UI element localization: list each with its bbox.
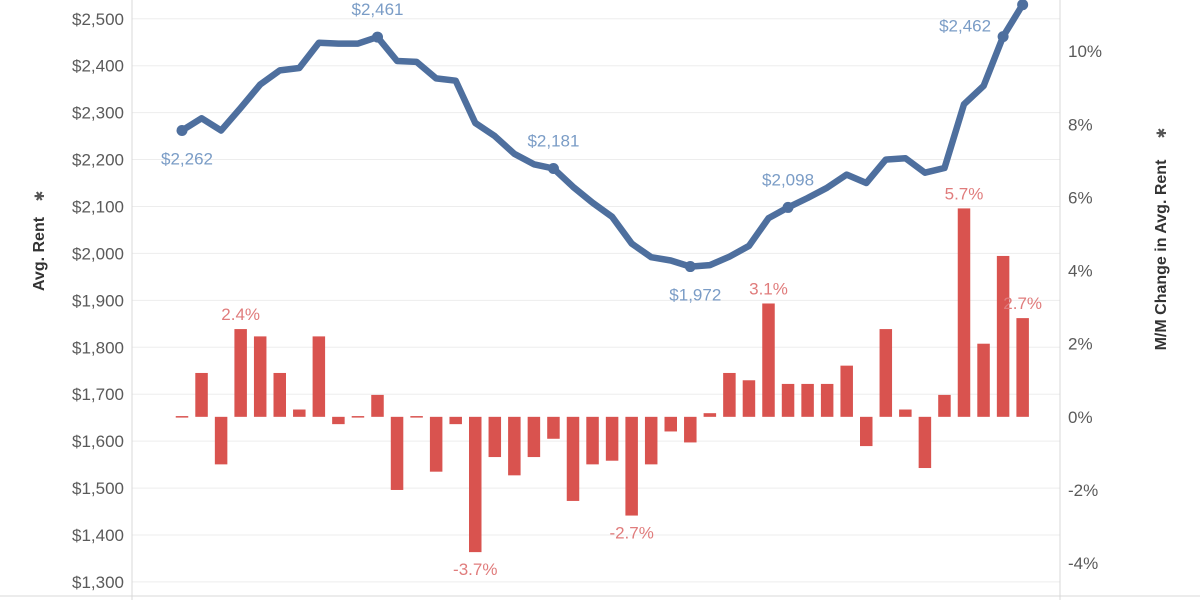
mm-change-bar [723, 372, 736, 417]
left-tick-label: $1,800 [72, 338, 124, 357]
mm-change-bar [684, 416, 697, 443]
avg-rent-point [997, 31, 1009, 43]
avg-rent-data-label: $2,181 [527, 131, 579, 150]
right-tick-label: 0% [1068, 408, 1093, 427]
mm-change-bars [175, 208, 1029, 553]
mm-change-data-label: 5.7% [945, 184, 984, 203]
mm-change-bar [586, 416, 599, 465]
mm-change-bar [957, 208, 971, 417]
left-tick-label: $1,700 [72, 385, 124, 404]
gridlines [132, 18, 1060, 583]
mm-change-bar [703, 413, 717, 417]
mm-change-bar [195, 372, 208, 417]
left-axis-ticks: $1,300 $1,400 $1,500 $1,600 $1,700 $1,800 $1,9… [72, 10, 124, 592]
mm-change-bar [566, 416, 580, 501]
filter-star-icon: ✱ [32, 190, 47, 201]
avg-rent-data-label: $2,098 [762, 170, 814, 189]
mm-change-bar [938, 394, 951, 417]
right-tick-label: 2% [1068, 335, 1093, 354]
left-tick-label: $1,500 [72, 479, 124, 498]
mm-change-bar [820, 383, 834, 417]
mm-change-bar [742, 380, 756, 417]
mm-change-bar [234, 329, 247, 417]
mm-change-bar [527, 416, 541, 458]
left-tick-label: $2,500 [72, 10, 124, 29]
mm-change-bar [371, 394, 384, 417]
mm-change-bar [410, 416, 423, 418]
left-tick-label: $2,100 [72, 197, 124, 216]
mm-change-bar [293, 409, 306, 417]
mm-change-bar [899, 409, 912, 417]
right-tick-label: 6% [1068, 188, 1093, 207]
right-tick-label: -4% [1068, 554, 1098, 573]
mm-change-bar [860, 416, 873, 447]
mm-change-bar [1016, 318, 1029, 417]
mm-change-bar [644, 416, 658, 465]
avg-rent-point [372, 31, 383, 43]
avg-rent-point [547, 162, 559, 174]
mm-change-bar [625, 416, 638, 516]
mm-change-bar [664, 416, 677, 432]
avg-rent-data-label: $2,462 [939, 17, 991, 36]
left-tick-label: $2,300 [72, 104, 124, 123]
mm-change-data-label: -2.7% [609, 524, 653, 543]
mm-change-data-label: -3.7% [453, 560, 497, 579]
mm-change-bar [508, 416, 521, 476]
left-tick-label: $1,300 [72, 573, 124, 592]
left-tick-label: $2,400 [72, 57, 124, 76]
avg-rent-point [782, 201, 794, 213]
avg-rent-point [176, 124, 188, 136]
mm-change-bar [918, 416, 932, 469]
mm-change-data-label: 2.7% [1003, 294, 1042, 313]
avg-rent-data-label: $1,972 [669, 286, 721, 305]
left-tick-label: $2,000 [72, 244, 124, 263]
mm-change-bar [762, 303, 775, 417]
left-tick-label: $1,900 [72, 291, 124, 310]
avg-rent-line [178, 1, 1026, 270]
mm-change-bar [996, 255, 1010, 417]
right-axis-title-group[interactable]: M/M Change in Avg. Rent ✱ [1153, 127, 1170, 350]
right-tick-label: -2% [1068, 481, 1098, 500]
mm-change-bar [977, 343, 990, 417]
left-axis-title-group[interactable]: Avg. Rent ✱ [31, 190, 48, 291]
right-axis-ticks: -4% -2% 0% 2% 4% 6% 8% 10% [1068, 42, 1102, 573]
mm-change-bar [781, 383, 795, 417]
mm-change-bar [449, 416, 462, 425]
right-tick-label: 10% [1068, 42, 1102, 61]
mm-change-bar [879, 329, 893, 417]
right-axis-title: M/M Change in Avg. Rent [1153, 159, 1170, 350]
mm-change-bar [214, 416, 228, 465]
left-axis-title: Avg. Rent [31, 216, 48, 291]
mm-change-bar [429, 416, 443, 472]
mm-change-bar [312, 336, 326, 417]
mm-change-bar [840, 365, 853, 417]
avg-rent-data-label: $2,461 [352, 0, 404, 19]
mm-change-bar [469, 416, 482, 553]
mm-change-bar [273, 372, 286, 417]
avg-rent-point [684, 261, 696, 273]
right-tick-label: 8% [1068, 115, 1093, 134]
line-data-labels: $2,262 $2,461 $2,181 $1,972 $2,098 $2,462 [161, 0, 991, 304]
avg-rent-line-layer [176, 0, 1029, 273]
mm-change-bar [175, 416, 189, 418]
mm-change-bar [253, 336, 267, 417]
mm-change-data-label: 2.4% [221, 305, 260, 324]
mm-change-bar [390, 416, 404, 490]
mm-change-bar [351, 416, 365, 418]
filter-star-icon: ✱ [1154, 127, 1169, 138]
left-tick-label: $1,400 [72, 526, 124, 545]
mm-change-bar [605, 416, 619, 461]
mm-change-data-label: 3.1% [749, 279, 788, 298]
left-tick-label: $2,200 [72, 151, 124, 170]
mm-change-bar [547, 416, 560, 439]
mm-change-bar [488, 416, 502, 458]
avg-rent-data-label: $2,262 [161, 149, 213, 168]
avg-rent-point [1017, 0, 1029, 11]
mm-change-bar [332, 416, 345, 425]
mm-change-bar [801, 383, 814, 417]
left-tick-label: $1,600 [72, 432, 124, 451]
right-tick-label: 4% [1068, 262, 1093, 281]
bar-data-labels: 2.4% -3.7% -2.7% 3.1% 5.7% 2.7% [221, 184, 1042, 579]
